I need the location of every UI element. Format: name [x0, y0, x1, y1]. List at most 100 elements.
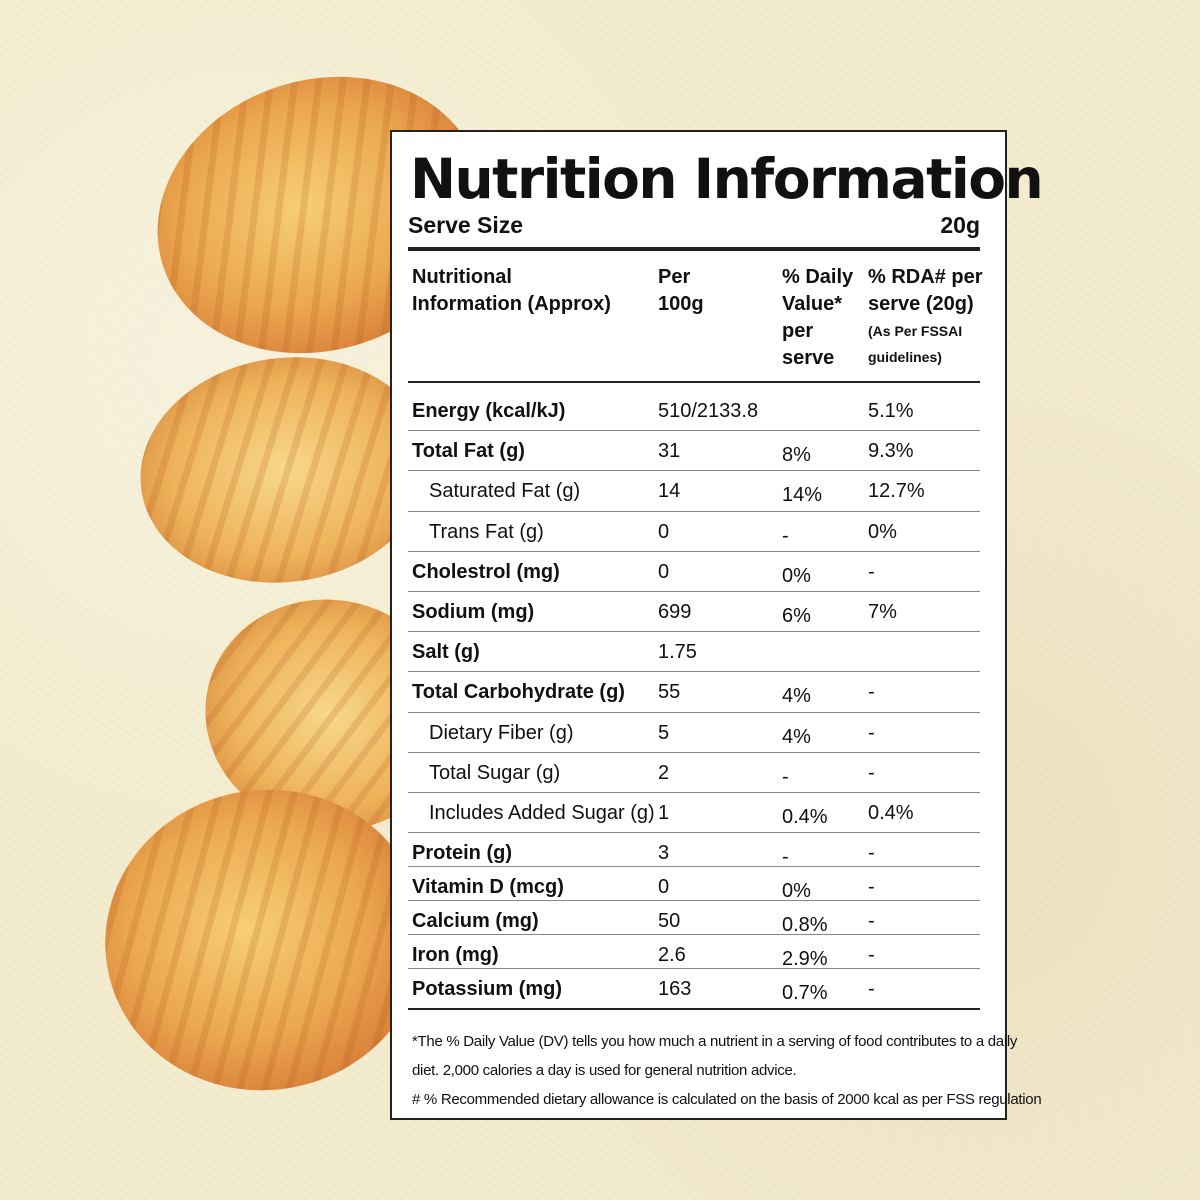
nutrient-name: Sodium (mg) — [412, 601, 535, 623]
table-row: Saturated Fat (g) 14 14% 12.7% — [408, 472, 980, 512]
nutrient-name: Calcium (mg) — [412, 910, 539, 933]
header-rule-top — [408, 247, 980, 251]
header-nutrient-line1: Nutritional — [412, 266, 512, 288]
table-row: Dietary Fiber (g) 5 4% - — [408, 714, 980, 753]
footnote-dv: *The % Daily Value (DV) tells you how mu… — [412, 1033, 1018, 1050]
value-daily-value: 2.9% — [782, 948, 828, 971]
table-row: Calcium (mg) 50 0.8% - — [408, 902, 980, 937]
nutrient-name: Energy (kcal/kJ) — [412, 400, 566, 422]
value-rda: 7% — [868, 601, 897, 623]
table-row: Includes Added Sugar (g) 1 0.4% 0.4% — [408, 794, 980, 834]
value-daily-value: 0.4% — [782, 806, 828, 828]
nutrient-name: Cholestrol (mg) — [412, 560, 560, 583]
chip-4 — [105, 789, 425, 1091]
nutrient-name: Potassium (mg) — [412, 978, 563, 1001]
table-row: Protein (g) 3 - - — [408, 834, 980, 869]
chip-2 — [140, 357, 430, 583]
value-rda: - — [868, 978, 875, 1001]
value-per-100g: 2 — [658, 761, 670, 784]
footnotes: *The % Daily Value (DV) tells you how mu… — [412, 1027, 1042, 1114]
value-rda: 0.4% — [868, 802, 914, 824]
value-per-100g: 163 — [658, 978, 692, 1001]
table-row: Energy (kcal/kJ) 510/2133.8 5.1% — [408, 392, 980, 432]
header-rda-note2: guidelines) — [868, 349, 942, 365]
table-row: Sodium (mg) 699 6% 7% — [408, 593, 980, 633]
nutrient-name: Total Sugar (g) — [429, 761, 561, 784]
value-daily-value: - — [782, 765, 789, 788]
value-per-100g: 3 — [658, 842, 670, 865]
footnote-dv-cont: diet. 2,000 calories a day is used for g… — [412, 1062, 797, 1079]
serve-size-row: Serve Size 20g — [408, 212, 980, 238]
table-row: Total Carbohydrate (g) 55 4% - — [408, 673, 980, 713]
value-per-100g: 14 — [658, 480, 681, 503]
value-daily-value: 8% — [782, 444, 811, 467]
value-daily-value: 4% — [782, 685, 811, 708]
nutrient-name: Total Carbohydrate (g) — [412, 681, 625, 704]
header-rda-note1: (As Per FSSAI — [868, 323, 963, 339]
nutrient-name: Trans Fat (g) — [429, 520, 544, 543]
table-row: Trans Fat (g) 0 - 0% — [408, 513, 980, 552]
value-rda: - — [868, 721, 875, 744]
value-per-100g: 1 — [658, 802, 670, 824]
value-rda: - — [868, 761, 875, 784]
header-dv-line1: % Daily — [782, 266, 854, 288]
value-rda: 9.3% — [868, 440, 914, 463]
value-per-100g: 50 — [658, 910, 681, 933]
value-daily-value: 4% — [782, 725, 811, 748]
header-nutrient-line2: Information (Approx) — [412, 293, 611, 315]
value-daily-value: 0.7% — [782, 982, 828, 1005]
value-per-100g: 31 — [658, 440, 681, 463]
table-row: Salt (g) 1.75 — [408, 633, 980, 673]
header-per-100g: Per 100g — [658, 264, 704, 318]
header-per-line2: 100g — [658, 293, 704, 315]
value-rda: 12.7% — [868, 480, 925, 503]
value-rda: - — [868, 842, 875, 865]
nutrient-name: Total Fat (g) — [412, 440, 525, 463]
table-rule-bottom — [408, 1008, 980, 1010]
header-per-line1: Per — [658, 266, 691, 288]
table-row: Total Fat (g) 31 8% 9.3% — [408, 432, 980, 472]
nutrient-name: Protein (g) — [412, 842, 512, 865]
value-daily-value: 0.8% — [782, 914, 828, 937]
value-per-100g: 510/2133.8 — [658, 400, 759, 422]
footnote-rda: # % Recommended dietary allowance is cal… — [412, 1091, 1042, 1108]
value-rda: - — [868, 876, 875, 899]
panel-title: Nutrition Information — [410, 147, 1044, 211]
table-row: Total Sugar (g) 2 - - — [408, 754, 980, 793]
value-per-100g: 2.6 — [658, 944, 686, 967]
value-daily-value: 6% — [782, 605, 811, 627]
value-rda: - — [868, 560, 875, 583]
value-per-100g: 0 — [658, 560, 670, 583]
value-daily-value: - — [782, 846, 789, 869]
header-dv-line4: serve — [782, 347, 835, 369]
value-rda: - — [868, 944, 875, 967]
header-nutrient: Nutritional Information (Approx) — [412, 264, 611, 318]
nutrient-name: Iron (mg) — [412, 944, 499, 967]
value-per-100g: 699 — [658, 601, 692, 623]
header-rda-line1: % RDA# per — [868, 266, 983, 288]
nutrient-name: Salt (g) — [412, 641, 480, 664]
header-daily-value: % Daily Value* per serve — [782, 264, 853, 372]
value-daily-value: - — [782, 524, 789, 547]
serve-size-value: 20g — [940, 212, 980, 238]
header-dv-line2: Value* — [782, 293, 843, 315]
header-rda-line2: serve (20g) — [868, 293, 974, 315]
serve-size-label: Serve Size — [408, 212, 524, 238]
table-row: Vitamin D (mcg) 0 0% - — [408, 868, 980, 902]
value-per-100g: 0 — [658, 520, 670, 543]
value-daily-value: 14% — [782, 484, 823, 507]
value-per-100g: 1.75 — [658, 641, 697, 664]
value-daily-value: 0% — [782, 564, 811, 587]
value-per-100g: 55 — [658, 681, 681, 704]
table-row: Cholestrol (mg) 0 0% - — [408, 553, 980, 592]
header-dv-line3: per — [782, 320, 814, 342]
nutrient-name: Dietary Fiber (g) — [429, 721, 574, 744]
nutrition-panel: Nutrition Information Serve Size 20g Nut… — [390, 130, 1044, 1120]
value-rda: - — [868, 910, 875, 933]
nutrient-name: Saturated Fat (g) — [429, 480, 581, 503]
table-row: Iron (mg) 2.6 2.9% - — [408, 936, 980, 971]
header-rule-bottom — [408, 381, 980, 383]
value-per-100g: 0 — [658, 876, 670, 899]
value-per-100g: 5 — [658, 721, 670, 744]
